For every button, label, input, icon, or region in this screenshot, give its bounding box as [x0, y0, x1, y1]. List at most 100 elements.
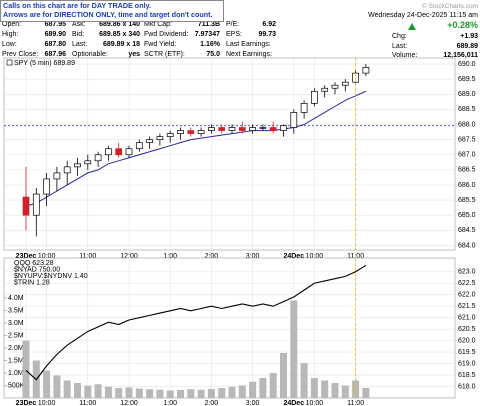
x-tick-label: 11:00 [79, 253, 96, 260]
header-value: 687.96 [44, 51, 66, 58]
y2-tick-label: 621.0 [458, 315, 476, 322]
header-label: Volume: [392, 52, 418, 59]
candle-body [321, 87, 329, 92]
volume-bar [43, 370, 51, 398]
x-tick-label: 24Dec [283, 400, 304, 406]
y2-tick-label: 619.0 [458, 360, 476, 367]
legend-swatch [6, 59, 13, 66]
x-tick-label: 23Dec [16, 253, 37, 260]
candle-body [105, 148, 112, 156]
header-value: 689.89 x 18 [103, 41, 140, 48]
y-tick-label: 500K [8, 382, 25, 389]
volume-bar [166, 390, 174, 398]
x-tick-label: 1:00 [163, 253, 177, 260]
y2-tick-label: 621.5 [458, 303, 476, 310]
header-value: 1.16% [200, 41, 220, 48]
y2-tick-label: 620.5 [458, 326, 476, 333]
y-tick-label: 690.0 [458, 61, 476, 68]
y-tick-label: 2.5M [8, 332, 24, 339]
y2-tick-label: 622.5 [458, 280, 476, 287]
header-label: Prev Close: [2, 51, 39, 58]
y2-tick-label: 622.0 [458, 292, 476, 299]
x-tick-label: 3:00 [246, 400, 260, 406]
candle-body [22, 196, 30, 216]
x-tick-label: 2:00 [205, 253, 219, 260]
change-pct: +0.28% [447, 20, 478, 30]
volume-bar [156, 389, 164, 398]
volume-bar [362, 388, 370, 398]
legend-entry: $NYAD 750.00 [14, 266, 60, 273]
candle-body [259, 127, 267, 129]
volume-bar [187, 389, 195, 398]
plot-frame [3, 57, 456, 251]
y-tick-label: 684.0 [458, 242, 476, 249]
header-label: Fwd Dividend: [144, 31, 189, 38]
header-label: Chg: [392, 33, 407, 40]
volume-bar [115, 388, 123, 398]
candle-body [63, 166, 71, 174]
volume-bar [341, 385, 349, 398]
volume-bar [135, 388, 143, 398]
header-label: Fwd Yield: [144, 41, 177, 48]
header-label: Bid: [72, 31, 85, 38]
header-value: 687.80 [44, 41, 66, 48]
candle-body [84, 160, 92, 165]
header-value: 689.86 x 140 [99, 21, 140, 28]
header-label: P/E: [226, 21, 240, 28]
candle-body [208, 127, 215, 131]
header-date: Wednesday 24-Dec-2025 11:15 am [368, 12, 478, 19]
x-tick-label: 3:00 [246, 253, 260, 260]
volume-bar [84, 385, 92, 398]
volume-bar [300, 363, 308, 398]
x-tick-label: 12:00 [120, 253, 138, 260]
candle-body [53, 172, 61, 180]
header-value: 689.85 x 340 [99, 31, 140, 38]
x-tick-label: 23Dec [16, 400, 37, 406]
volume-bar [146, 389, 154, 398]
candle-body [311, 90, 318, 104]
volume-bar [104, 386, 112, 398]
candle-body [177, 130, 184, 134]
y-tick-label: 686.5 [458, 167, 476, 174]
volume-bar [249, 381, 257, 398]
header-label: Optionable: [72, 51, 108, 58]
candle-body [135, 142, 143, 150]
candle-body [43, 178, 50, 195]
x-tick-label: 11:00 [79, 400, 96, 406]
header-value: 7.97347 [194, 31, 220, 38]
header-label: Last: [392, 42, 408, 50]
candle-body [74, 163, 81, 168]
legend-entry: QQQ 623.28 [14, 260, 54, 267]
x-tick-label: 24Dec [283, 253, 304, 260]
candle-body [238, 127, 246, 131]
candle-body [249, 127, 256, 131]
header-label: Open: [2, 21, 22, 28]
candle-body [166, 133, 174, 137]
x-tick-label: 11:00 [347, 253, 364, 260]
y-tick-label: 689.5 [458, 76, 476, 83]
y-tick-label: 685.5 [458, 197, 476, 204]
volume-bar [238, 385, 246, 398]
candle-body [146, 139, 153, 144]
header-label: Ask: [72, 21, 86, 28]
candle-body [300, 103, 308, 113]
y-tick-label: 684.5 [458, 227, 476, 234]
volume-bar [310, 378, 318, 398]
candle-body [156, 136, 164, 140]
volume-bar [53, 375, 61, 398]
x-tick-label: 2:00 [205, 400, 219, 406]
header-label: Last Earnings: [226, 41, 271, 48]
candle-body [228, 127, 236, 131]
header-label: Last: [72, 41, 88, 48]
header-value: 711.3B [197, 21, 220, 28]
header-value: +1.93 [460, 33, 478, 40]
notice-line: Calls on this chart are for DAY TRADE on… [3, 1, 152, 10]
notice-line: Arrows are for DIRECTION ONLY, time and … [3, 10, 213, 19]
y-tick-label: 3.5M [8, 307, 24, 314]
legend-entry: $TRIN 1.28 [14, 279, 50, 286]
volume-bar [22, 340, 30, 398]
header-value: 12,156,011 [443, 52, 478, 59]
candle-body [94, 154, 102, 162]
candle-body [187, 130, 195, 134]
